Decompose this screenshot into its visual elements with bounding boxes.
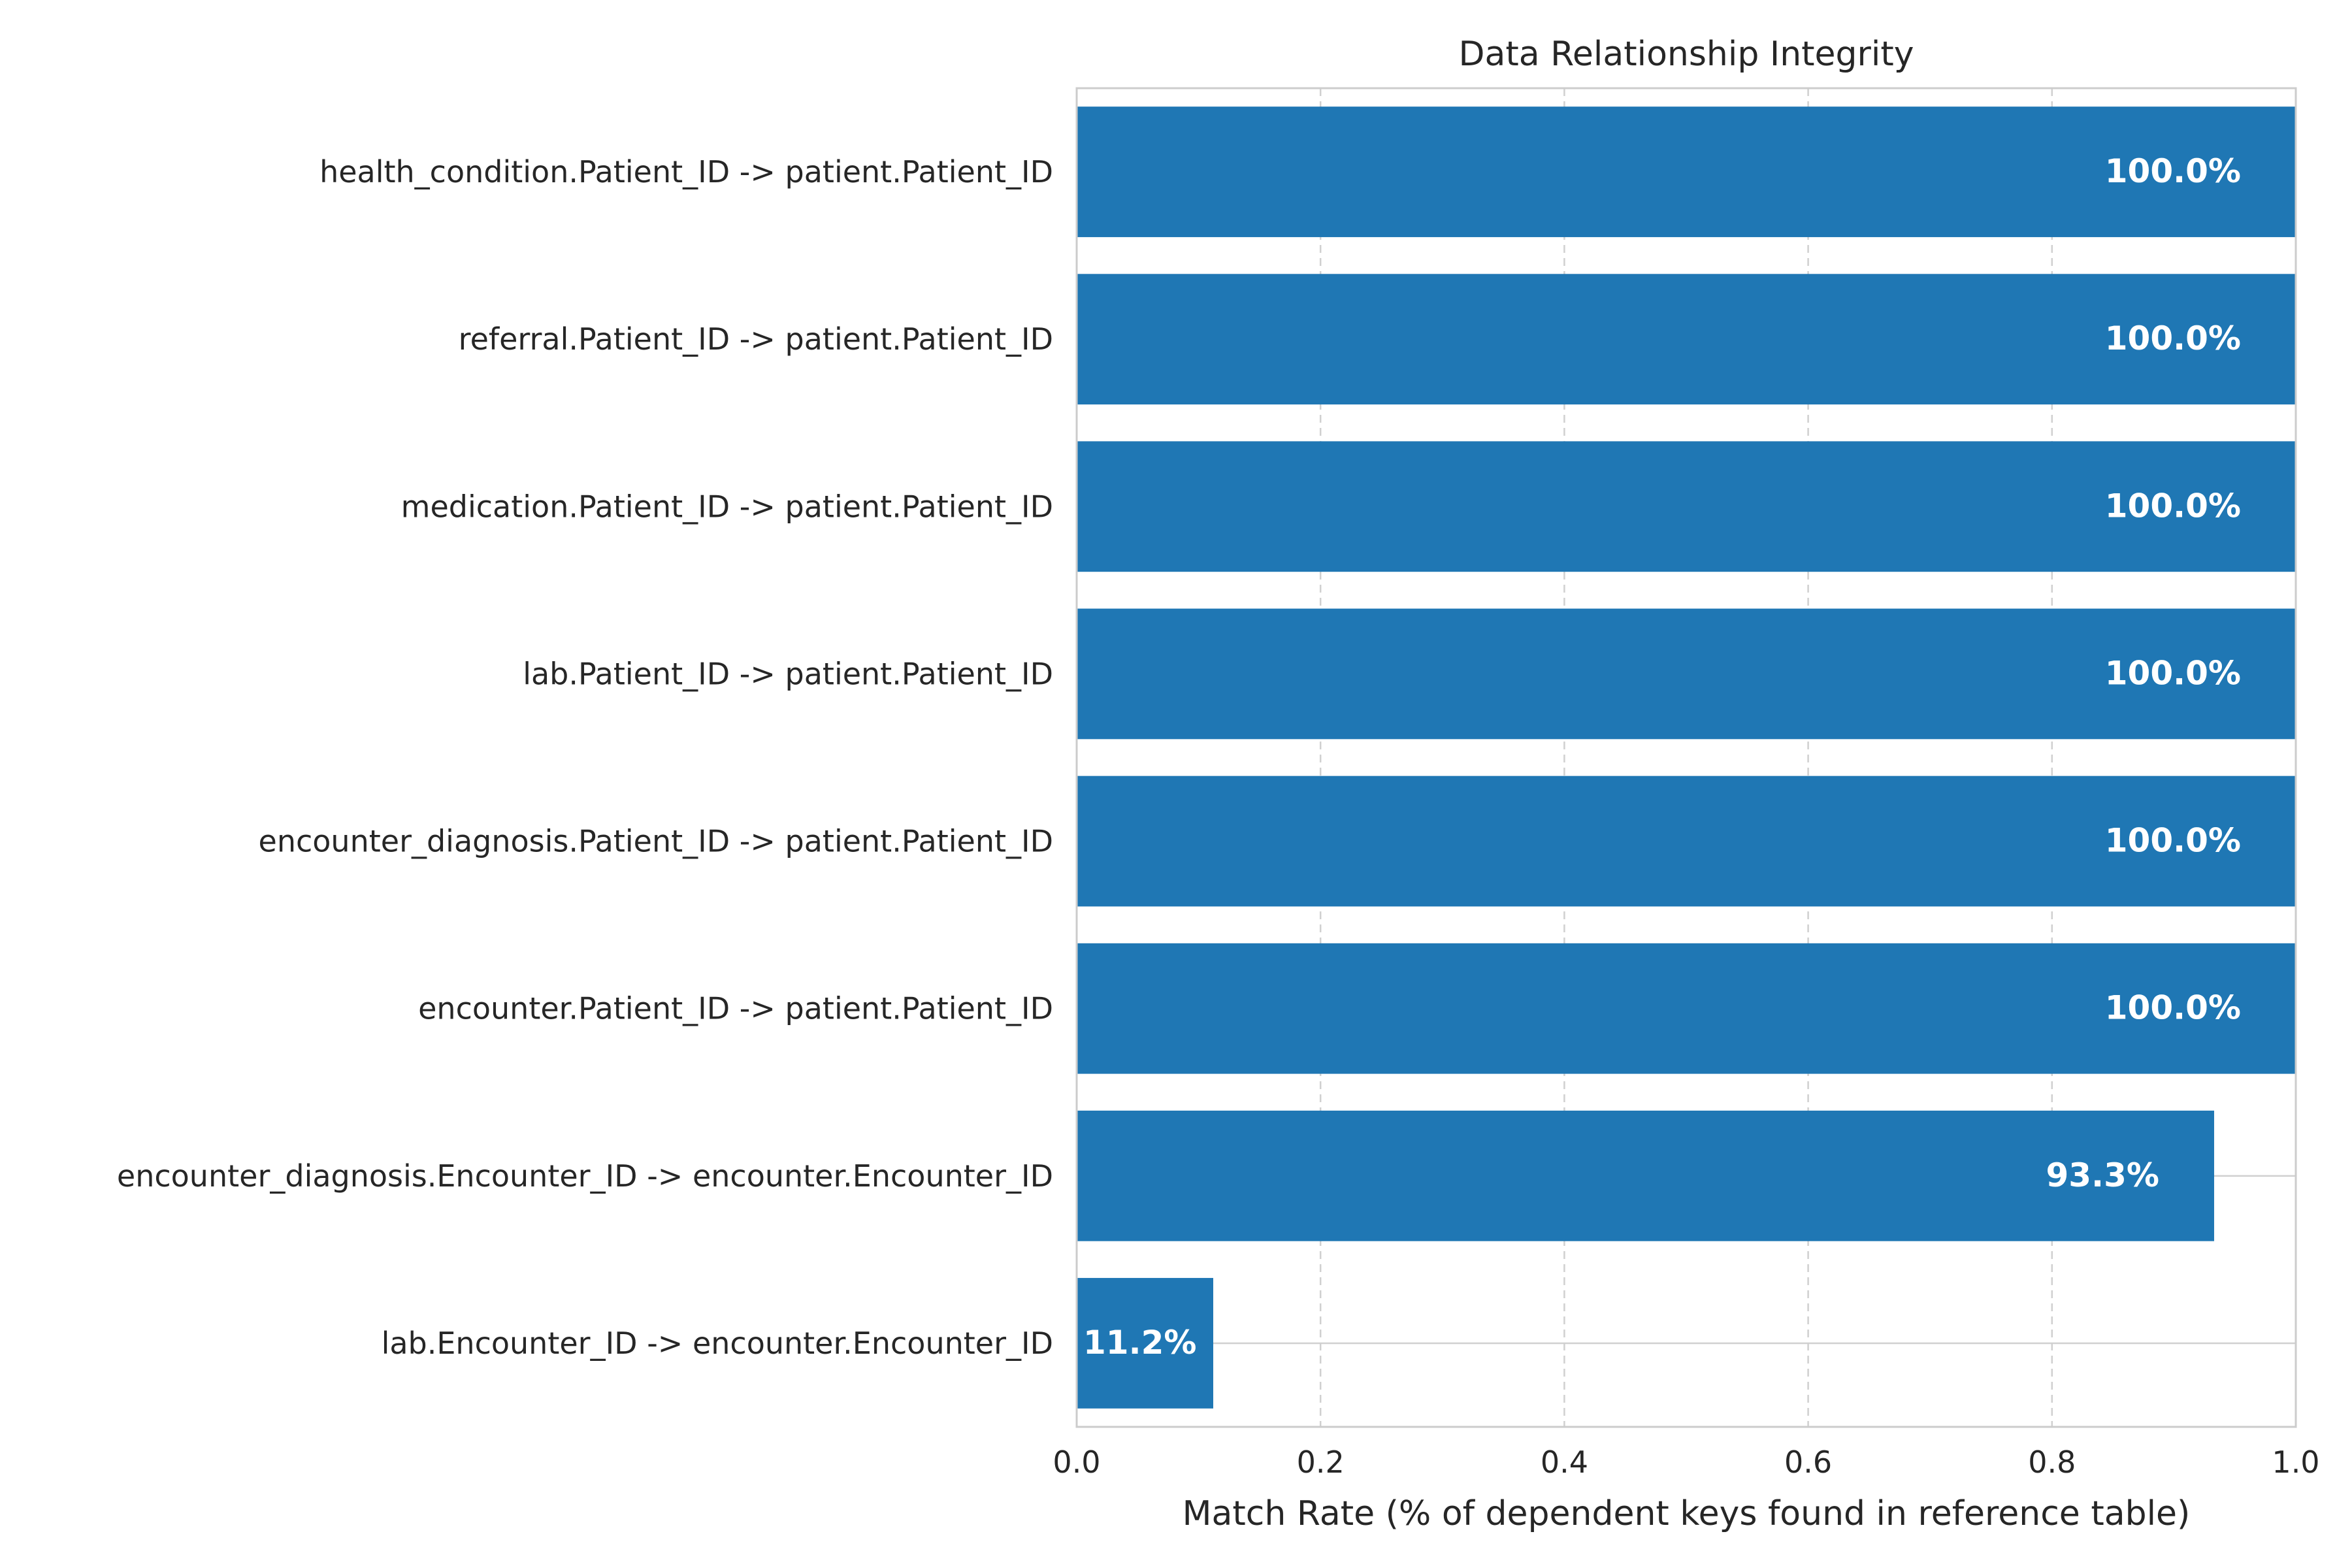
bar [1077, 1110, 2214, 1241]
y-tick-label: medication.Patient_ID -> patient.Patient… [401, 489, 1053, 524]
x-axis-label: Match Rate (% of dependent keys found in… [1183, 1494, 2191, 1533]
bar-value-label: 100.0% [2105, 822, 2241, 860]
x-tick-label: 0.8 [2028, 1445, 2076, 1480]
plot-frame [1075, 87, 2297, 1428]
y-tick-label: referral.Patient_ID -> patient.Patient_I… [459, 321, 1053, 357]
y-tick-label: encounter.Patient_ID -> patient.Patient_… [418, 991, 1053, 1026]
bar-value-label: 100.0% [2105, 654, 2241, 692]
bar [1077, 106, 2296, 237]
y-tick-label: lab.Patient_ID -> patient.Patient_ID [523, 656, 1053, 691]
bar-value-label: 11.2% [1083, 1324, 1196, 1362]
bar [1077, 608, 2296, 740]
bar [1077, 776, 2296, 907]
bar [1077, 1278, 1213, 1409]
x-tick-label: 0.0 [1053, 1445, 1100, 1480]
bar [1077, 441, 2296, 572]
bar [1077, 943, 2296, 1074]
y-tick-labels: health_condition.Patient_ID -> patient.P… [117, 154, 1053, 1361]
x-tick-labels: 0.0 0.2 0.4 0.6 0.8 1.0 [1053, 1445, 2319, 1480]
x-tick-label: 0.4 [1541, 1445, 1588, 1480]
y-tick-label: encounter_diagnosis.Patient_ID -> patien… [259, 824, 1053, 859]
chart-title: Data Relationship Integrity [1458, 35, 1914, 74]
bar-value-label: 100.0% [2105, 152, 2241, 190]
bar-value-label: 100.0% [2105, 319, 2241, 357]
y-tick-label: health_condition.Patient_ID -> patient.P… [319, 154, 1053, 189]
y-tick-label: encounter_diagnosis.Encounter_ID -> enco… [117, 1158, 1053, 1194]
bar-value-label: 93.3% [2046, 1156, 2159, 1194]
bar [1077, 274, 2296, 405]
y-tick-label: lab.Encounter_ID -> encounter.Encounter_… [382, 1326, 1053, 1361]
x-tick-label: 0.2 [1297, 1445, 1345, 1480]
bars: 100.0% 100.0% 100.0% 100.0% 100.0% 100.0% 93.3… [1077, 106, 2296, 1409]
x-tick-label: 1.0 [2272, 1445, 2319, 1480]
bar-value-label: 100.0% [2105, 989, 2241, 1027]
x-tick-label: 0.6 [1784, 1445, 1832, 1480]
bar-value-label: 100.0% [2105, 487, 2241, 525]
